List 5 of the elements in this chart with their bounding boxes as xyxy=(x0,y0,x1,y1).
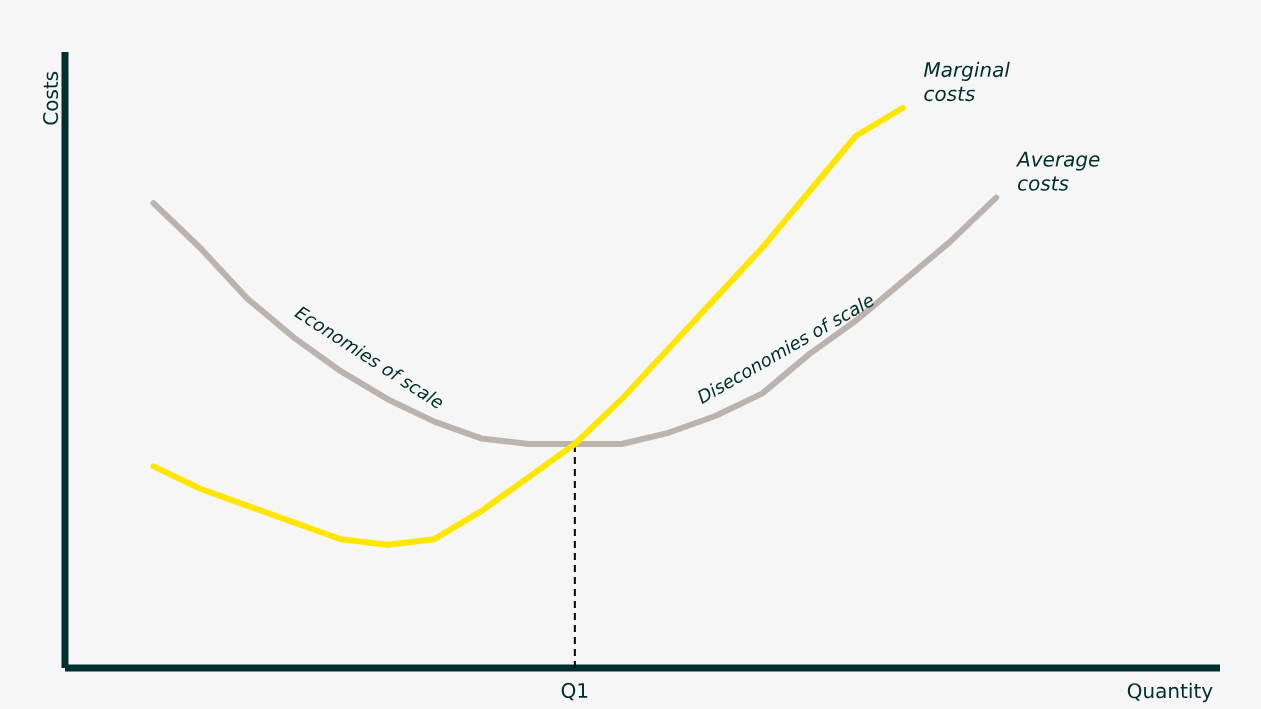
text: Q1 xyxy=(561,682,588,701)
series-label: Marginal costs xyxy=(923,61,1010,102)
y-axis-title: Costs xyxy=(43,71,59,125)
text: Quantity xyxy=(1127,682,1213,703)
series-label: Average costs xyxy=(1016,151,1100,191)
